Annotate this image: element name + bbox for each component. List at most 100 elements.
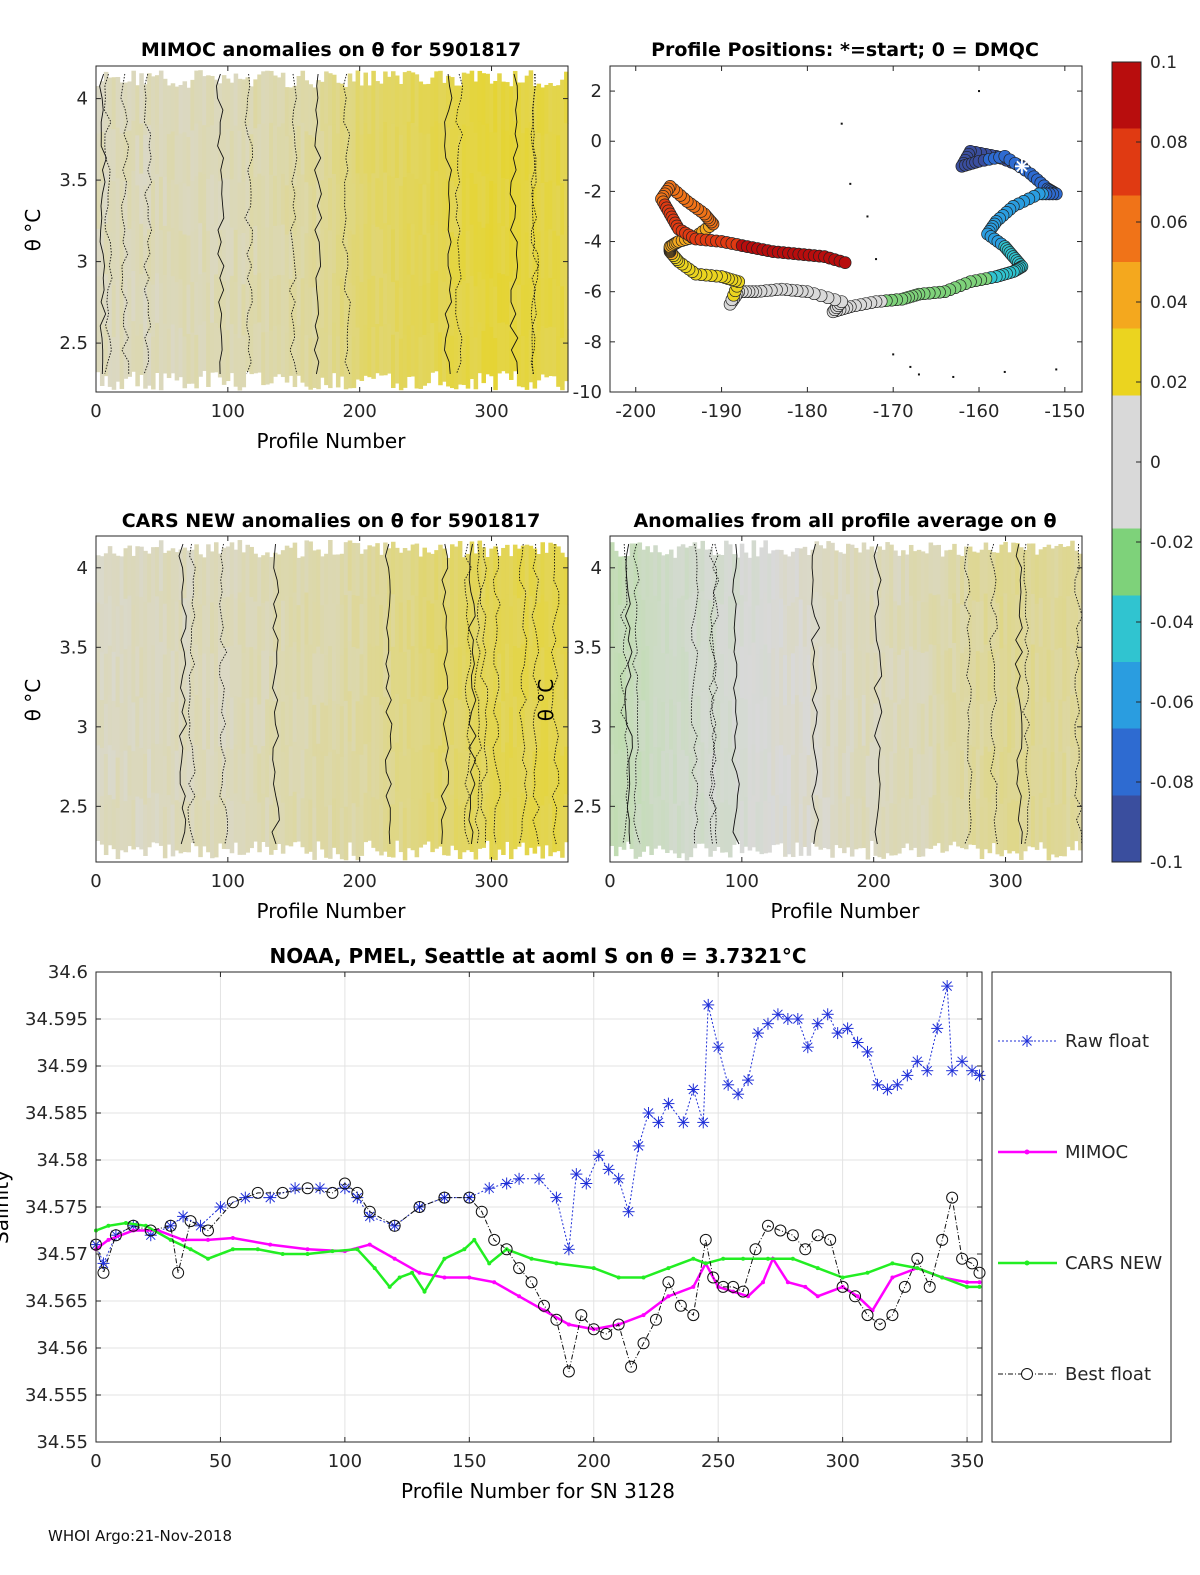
heatmap-cell [763,696,768,750]
heatmap-cell [477,272,483,323]
heatmap-cell [292,642,298,693]
heatmap-cell [375,594,380,647]
heatmap-cell [99,233,105,285]
heatmap-cell [724,696,729,749]
heatmap-cell [952,593,957,644]
heatmap-cell [434,320,439,372]
heatmap-cell [512,645,518,698]
heatmap-cell [771,599,776,649]
heatmap-cell [610,643,615,695]
heatmap-cell [735,746,741,794]
heatmap-cell [928,593,934,646]
heatmap-cell [147,797,152,848]
heatmap-cell [379,180,384,230]
heatmap-cell [99,334,105,386]
best-float-marker [97,1266,110,1279]
heatmap-cell [178,650,184,702]
heatmap-cell [446,656,451,708]
heatmap-cell [288,597,294,648]
heatmap-cell [846,745,851,797]
heatmap-cell [473,655,479,707]
heatmap-cell [544,279,549,329]
heatmap-cell [414,178,420,232]
heatmap-cell [905,698,910,748]
heatmap-cell [249,86,254,135]
heatmap-cell [665,752,670,804]
best-float-marker [799,1243,812,1256]
heatmap-cell [217,698,223,748]
heatmap-cell [198,172,203,224]
heatmap-cell [842,752,847,804]
heatmap-cell [308,799,313,852]
contour-line [873,543,883,845]
heatmap-cell [304,335,309,387]
heatmap-cell [363,324,368,376]
heatmap-cell [300,226,306,279]
heatmap-cell [979,652,985,705]
heatmap-cell [347,125,353,179]
heatmap-cell [410,798,416,851]
cars-marker [230,1247,235,1252]
salinity-y-ticks: 34.5534.55534.5634.56534.5734.57534.5834… [25,962,982,1453]
heatmap-cell [221,798,227,849]
heatmap-cell [814,642,820,695]
heatmap-cell [457,646,463,701]
heatmap-cell [335,234,341,287]
heatmap-cell [912,797,918,848]
heatmap-cell [339,83,345,133]
heatmap-cell [692,694,698,747]
heatmap-cell [131,170,136,222]
heatmap-cell [1038,549,1044,599]
heatmap-cell [446,179,451,232]
heatmap-cell [371,797,376,848]
all-profile-heatmap-cells [610,540,1083,861]
heatmap-cell [253,601,258,651]
heatmap-cell [422,184,427,236]
heatmap-cell [493,702,498,756]
heatmap-cell [877,701,882,754]
raw-float-marker [783,1014,793,1024]
heatmap-cell [221,748,227,799]
heatmap-cell [249,747,254,798]
heatmap-cell [838,650,843,701]
heatmap-cell [1078,553,1083,604]
heatmap-cell [355,806,361,861]
heatmap-cell [967,546,973,597]
heatmap-cell [170,702,176,754]
contour-line [479,543,489,845]
heatmap-cell [552,85,557,135]
heatmap-cell [300,604,306,654]
heatmap-cell [979,601,985,654]
heatmap-cell [952,543,957,595]
heatmap-cell [641,700,646,752]
heatmap-cell [186,600,191,652]
heatmap-cell [865,601,871,654]
raw-float-marker [713,1042,724,1053]
heatmap-cell [367,279,372,329]
heatmap-cell [869,644,875,695]
heatmap-cell [328,177,333,231]
heatmap-cell [999,544,1004,598]
heatmap-cell [284,283,290,334]
cars-marker [890,1261,895,1266]
heatmap-cell [920,754,926,806]
heatmap-cell [995,753,1000,805]
heatmap-cell [1042,647,1048,699]
heatmap-cell [564,329,569,382]
heatmap-cell [123,230,129,281]
heatmap-cell [280,550,286,602]
heatmap-cell [111,651,117,702]
heatmap-cell [485,651,490,700]
cars-x-ticks: 0 100 200 300 [90,536,509,892]
heatmap-cell [610,744,615,796]
heatmap-cell [493,183,498,236]
heatmap-cell [221,178,227,231]
heatmap-cell [206,544,211,597]
heatmap-cell [217,746,223,796]
y-tick-label: 2.5 [59,333,88,354]
heatmap-cell [245,126,250,176]
heatmap-cell [253,553,258,603]
heatmap-cell [151,743,156,794]
heatmap-cell [237,78,243,132]
heatmap-cell [135,235,140,287]
